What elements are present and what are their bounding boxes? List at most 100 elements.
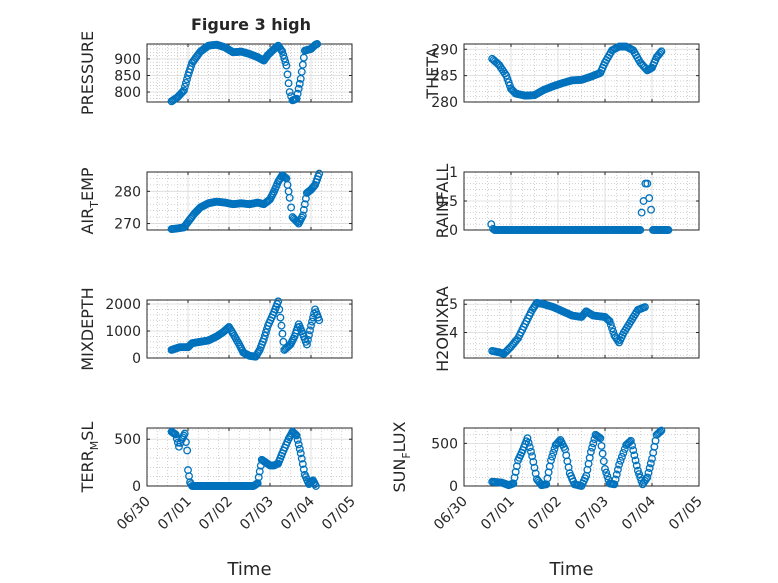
data-point <box>259 335 268 344</box>
data-point <box>292 94 301 103</box>
y-tick-label: 270 <box>114 217 141 233</box>
y-axis-label-part: EMP <box>78 167 97 201</box>
data-point <box>656 427 665 436</box>
y-tick-label: 5 <box>449 297 458 313</box>
data-point <box>631 456 640 465</box>
x-tick-label: 07/05 <box>319 494 359 534</box>
data-point <box>512 462 521 471</box>
data-point <box>313 40 322 48</box>
data-point <box>547 456 555 465</box>
data-point <box>181 78 190 87</box>
data-point <box>613 465 622 474</box>
y-tick-label: 800 <box>114 85 141 101</box>
data-point <box>612 470 621 479</box>
x-tick-label: 07/04 <box>619 493 659 533</box>
x-axis-label: Time <box>226 559 271 580</box>
y-axis-label: AIRTEMP <box>78 167 101 234</box>
data-point <box>626 436 635 445</box>
y-tick-label: 500 <box>114 432 141 448</box>
data-point <box>298 460 307 468</box>
data-point <box>171 430 180 439</box>
y-axis-label: H2OMIXRA <box>433 286 452 372</box>
data-point <box>646 459 655 468</box>
data-point <box>279 337 288 346</box>
data-point <box>277 321 286 330</box>
data-point <box>524 438 533 447</box>
data-point <box>657 47 666 56</box>
data-point <box>510 473 519 482</box>
subplot-sun-flux: 0 500 06/30 07/01 07/02 07/03 07/04 07/05 SUNFLU… <box>390 421 706 580</box>
data-point <box>656 48 665 57</box>
x-tick-label: 06/30 <box>431 494 471 534</box>
y-tick-label: 4 <box>449 326 458 342</box>
data-point <box>643 473 652 482</box>
data-point <box>509 479 518 488</box>
y-tick-label: 280 <box>114 184 141 200</box>
data-point <box>260 331 269 340</box>
x-tick-label: 07/03 <box>572 494 612 534</box>
y-tick-label: 0 <box>449 479 458 495</box>
data-point <box>530 463 539 472</box>
data-point <box>292 431 301 440</box>
axes-box <box>463 299 700 359</box>
data-point <box>617 452 626 461</box>
x-tick-label: 07/03 <box>237 494 277 534</box>
subplot-terr-msl: 0 500 06/30 07/01 07/02 07/03 07/04 07/05 TERRMS… <box>78 422 359 580</box>
x-tick-label: 07/05 <box>666 494 706 534</box>
data-point <box>629 446 638 455</box>
data-point <box>616 456 625 465</box>
data-point <box>181 438 190 446</box>
data-point <box>278 329 287 338</box>
y-tick-label: 2000 <box>105 297 141 313</box>
data-point <box>315 316 324 325</box>
data-point <box>643 179 652 188</box>
y-tick-label: 0 <box>132 479 141 495</box>
data-point <box>511 467 520 476</box>
data-point <box>299 465 308 474</box>
data-point <box>284 79 293 88</box>
data-point <box>306 326 314 335</box>
data-point <box>305 331 313 340</box>
data-point <box>655 428 663 437</box>
data-point <box>295 79 304 88</box>
axes-box <box>463 43 700 103</box>
x-axis-label: Time <box>548 559 593 580</box>
data-point <box>287 203 296 212</box>
data-point <box>595 433 604 442</box>
data-point <box>308 317 316 326</box>
data-point <box>586 447 595 456</box>
data-point <box>644 468 653 477</box>
y-axis-label-part: PRESSURE <box>78 31 97 115</box>
data-point <box>298 60 307 69</box>
data-point <box>611 475 620 484</box>
data-point <box>297 454 306 463</box>
data-point <box>610 480 619 489</box>
data-point <box>175 442 183 451</box>
axes-box <box>146 171 353 231</box>
data-point <box>294 440 303 449</box>
data-point <box>588 443 597 452</box>
data-point <box>603 472 612 481</box>
y-tick-label: 0 <box>449 223 458 239</box>
data-point <box>296 449 305 458</box>
data-point <box>303 335 312 344</box>
y-axis-label: PRESSURE <box>78 31 97 115</box>
y-axis-label: MIXDEPTH <box>78 287 97 370</box>
data-point <box>603 315 612 324</box>
data-point <box>298 211 307 220</box>
data-point <box>641 303 649 312</box>
data-point <box>307 478 315 487</box>
data-point <box>635 470 644 479</box>
figure-title: Figure 3 high <box>191 15 311 34</box>
data-point <box>597 441 606 450</box>
data-point <box>604 316 613 325</box>
y-axis-label-part: H2OMIXRA <box>433 286 452 372</box>
data-point <box>548 452 557 461</box>
data-point <box>293 89 302 98</box>
data-point <box>647 205 656 214</box>
data-point <box>183 75 191 84</box>
subplot-air-temp: 270 280 AIRTEMP <box>78 167 353 235</box>
